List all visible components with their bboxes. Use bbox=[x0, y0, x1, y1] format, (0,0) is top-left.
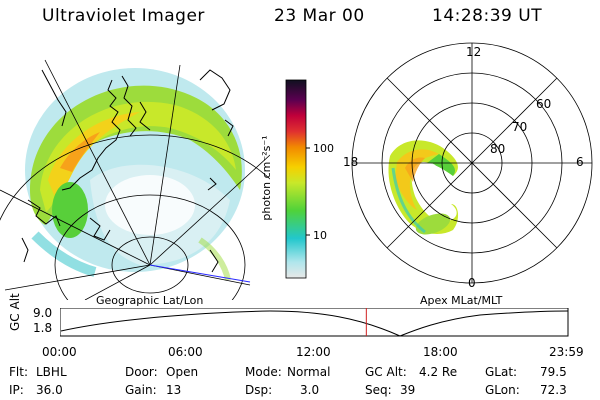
gc-alt-value: 4.2 Re bbox=[419, 365, 458, 379]
colorbar-tick-10: 10 bbox=[313, 229, 327, 242]
glat-label: GLat: bbox=[485, 365, 518, 379]
auroral-emission bbox=[25, 68, 245, 281]
door-label: Door: bbox=[125, 365, 158, 379]
timeline-ylabel: GC Alt bbox=[8, 293, 22, 331]
polar-grid bbox=[351, 42, 593, 284]
seq-value: 39 bbox=[400, 383, 416, 397]
dsp-value: 3.0 bbox=[300, 383, 320, 397]
geographic-grid bbox=[0, 59, 270, 300]
app-title: Ultraviolet Imager bbox=[42, 6, 205, 26]
mode-label: Mode: bbox=[245, 365, 282, 379]
header-time: 14:28:39 UT bbox=[432, 6, 543, 26]
timeline-tick-0000: 00:00 bbox=[42, 345, 77, 359]
ip-label: IP: bbox=[9, 383, 24, 397]
altitude-curve bbox=[60, 310, 569, 337]
polar-label-lat-60: 60 bbox=[536, 97, 552, 111]
gain-value: 13 bbox=[166, 383, 182, 397]
colorbar: photon cm⁻²s⁻¹ bbox=[262, 79, 310, 279]
colorbar-gradient bbox=[285, 79, 307, 279]
timeline-y-top: 9.0 bbox=[33, 306, 53, 320]
polar-label-18: 18 bbox=[343, 155, 359, 169]
timeline-frame bbox=[60, 308, 569, 337]
filter-value: LBHL bbox=[36, 365, 67, 379]
timeline-y-bottom: 1.8 bbox=[33, 321, 53, 335]
seq-label: Seq: bbox=[365, 383, 392, 397]
glon-label: GLon: bbox=[485, 383, 520, 397]
gain-label: Gain: bbox=[125, 383, 157, 397]
timeline-tick-2359: 23:59 bbox=[549, 345, 584, 359]
colorbar-unit-label: photon cm⁻²s⁻¹ bbox=[262, 135, 273, 220]
door-value: Open bbox=[166, 365, 199, 379]
terminator-line bbox=[149, 264, 251, 283]
glat-value: 79.5 bbox=[540, 365, 567, 379]
timeline-tick-1800: 18:00 bbox=[423, 345, 458, 359]
glon-value: 72.3 bbox=[540, 383, 567, 397]
projection-caption-right: Apex MLat/MLT bbox=[420, 294, 503, 307]
polar-label-6: 6 bbox=[576, 155, 584, 169]
gc-alt-label: GC Alt: bbox=[365, 365, 407, 379]
geographic-map-image bbox=[0, 59, 270, 300]
orbit-altitude-timeline bbox=[60, 308, 569, 337]
header-date: 23 Mar 00 bbox=[274, 6, 365, 26]
mode-value: Normal bbox=[287, 365, 331, 379]
status-panel: Flt: LBHL IP: 36.0 Door: Open Gain: 13 M… bbox=[0, 362, 600, 400]
polar-label-lat-80: 80 bbox=[490, 142, 506, 156]
timeline-tick-0600: 06:00 bbox=[168, 345, 203, 359]
polar-label-lat-70: 70 bbox=[512, 120, 528, 134]
filter-label: Flt: bbox=[9, 365, 28, 379]
polar-emission bbox=[388, 140, 459, 235]
polar-mlt-plot bbox=[351, 42, 593, 284]
timeline-tick-1200: 12:00 bbox=[296, 345, 331, 359]
coastlines bbox=[21, 69, 234, 273]
dsp-label: Dsp: bbox=[245, 383, 273, 397]
ip-value: 36.0 bbox=[36, 383, 63, 397]
polar-label-12: 12 bbox=[466, 45, 482, 59]
polar-label-0: 0 bbox=[468, 276, 476, 290]
projection-caption-left: Geographic Lat/Lon bbox=[96, 294, 204, 307]
colorbar-tick-100: 100 bbox=[313, 142, 334, 155]
